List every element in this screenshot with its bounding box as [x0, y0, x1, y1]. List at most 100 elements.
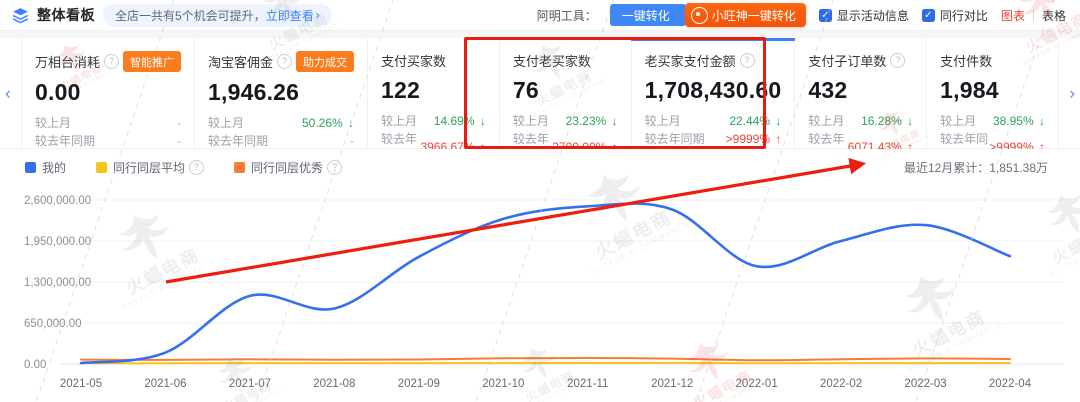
one-key-convert-button[interactable]: 一键转化 [609, 4, 686, 26]
metric-value: 432 [808, 77, 848, 103]
help-icon[interactable]: ? [890, 53, 906, 68]
arrow-up-icon: ↑ [907, 140, 914, 155]
x-axis-label: 2021-11 [567, 378, 608, 390]
metric-title: 支付老买家数 [512, 54, 591, 69]
x-axis-label: 2021-09 [398, 378, 440, 390]
compare-label: 较上月 [512, 114, 549, 128]
chart-section: 我的 同行同层平均 ? 同行同层优秀 ? 最近12月累计：1,851.38万 0… [0, 149, 1080, 402]
metric-card[interactable]: 支付子订单数 ? 432 较上月 16.28% ↓ 较去年同期 6071.43%… [795, 38, 928, 163]
x-axis-label: 2022-04 [989, 378, 1032, 390]
peer-compare-checkbox[interactable]: ✓ 同行对比 [921, 7, 988, 24]
xiaowangshen-label: 小旺神一键转化 [711, 8, 796, 23]
x-axis-label: 2022-01 [736, 378, 778, 390]
metric-card[interactable]: 支付老买家数 76 较上月 23.23% ↓ 较去年同期 3700.00% ↑ [500, 38, 632, 163]
show-activity-checkbox[interactable]: ✓ 显示活动信息 [818, 7, 909, 24]
check-icon: ✓ [921, 8, 935, 22]
y-axis-label: 650,000.00 [24, 318, 82, 330]
arrow-down-icon: ↓ [775, 114, 782, 128]
trailing-12m-total: 最近12月累计：1,851.38万 [903, 161, 1048, 175]
metric-card[interactable]: 支付买家数 122 较上月 14.69% ↓ 较去年同期 3966.67% ↑ [368, 38, 500, 163]
metric-card[interactable]: 万相台消耗 ? 智能推广 0.00 较上月 - 较去年同期 - [21, 38, 196, 148]
view-now-link[interactable]: 立即查看 [265, 8, 314, 23]
compare-label: 较上月 [808, 114, 845, 128]
compare-label: 较上月 [381, 114, 418, 128]
metric-value: 1,946.26 [208, 79, 300, 105]
y-axis-label: 0.00 [24, 359, 46, 371]
carousel-prev-button[interactable]: ‹ [5, 83, 11, 103]
compare-value: 50.26% ↓ [301, 116, 355, 130]
y-axis-label: 1,950,000.00 [24, 236, 91, 248]
compare-value: - [177, 133, 182, 148]
compare-label: 较去年同期 [208, 133, 269, 148]
arrow-down-icon: ↓ [907, 114, 914, 128]
view-toggle-separator: | [1031, 8, 1035, 22]
x-axis-label: 2021-10 [482, 378, 524, 390]
metric-card[interactable]: 支付件数 1,984 较上月 38.95% ↓ 较去年同期 >9999% ↑ [927, 38, 1059, 163]
compare-label: 较去年同期 [35, 133, 96, 148]
section-divider [0, 31, 1080, 38]
x-axis-label: 2021-07 [229, 378, 271, 390]
compare-label: 较上月 [644, 114, 681, 128]
arrow-down-icon: ↓ [1038, 114, 1045, 128]
arrow-down-icon: ↓ [479, 114, 486, 128]
x-axis-label: 2022-03 [904, 378, 946, 390]
metric-value: 1,708,430.60 [644, 77, 782, 103]
metric-title: 支付子订单数 [808, 54, 887, 69]
metric-value: 0.00 [35, 79, 81, 105]
legend-item[interactable]: 我的 [25, 159, 66, 176]
compare-value: 22.44% ↓ [729, 114, 782, 128]
chevron-right-icon: › [315, 8, 320, 22]
series-line-我的 [79, 202, 1012, 365]
compare-value: 16.28% ↓ [861, 114, 914, 128]
series-line-同行同层优秀 [80, 357, 1011, 362]
compare-label: 较上月 [35, 116, 72, 130]
layers-icon [12, 7, 29, 23]
arrow-down-icon: ↓ [611, 114, 618, 128]
metric-card[interactable]: 老买家支付金额 ? 1,708,430.60 较上月 22.44% ↓ 较去年同… [630, 38, 796, 148]
legend-swatch [234, 162, 246, 173]
help-icon[interactable]: ? [739, 53, 755, 68]
legend-item[interactable]: 同行同层优秀 ? [234, 159, 343, 176]
compare-label: 较上月 [940, 114, 977, 128]
view-toggle-table[interactable]: 表格 [1041, 8, 1066, 23]
help-icon[interactable]: ? [327, 160, 343, 175]
metric-card[interactable]: 淘宝客佣金 ? 助力成交 1,946.26 较上月 50.26% ↓ 较去年同期… [195, 38, 369, 148]
help-icon[interactable]: ? [104, 54, 120, 69]
legend-label: 我的 [42, 161, 67, 175]
legend-label: 同行同层优秀 [251, 161, 324, 175]
carousel-next-button[interactable]: › [1069, 83, 1075, 103]
help-icon[interactable]: ? [189, 160, 205, 175]
arrow-up-icon: ↑ [775, 131, 782, 146]
cards-track: 万相台消耗 ? 智能推广 0.00 较上月 - 较去年同期 - 淘宝客佣金 ? … [21, 38, 1059, 163]
compare-value: 23.23% ↓ [565, 114, 618, 128]
opportunity-pill: 全店一共有5个机会可提升， 立即查看 › [103, 3, 332, 27]
metric-value: 76 [512, 77, 539, 103]
metric-badge: 智能推广 [123, 51, 182, 72]
metric-title: 万相台消耗 [35, 55, 101, 70]
arrow-down-icon: ↓ [348, 116, 355, 130]
compare-value: - [350, 133, 355, 148]
peer-compare-label: 同行对比 [939, 8, 988, 23]
help-icon[interactable]: ? [277, 54, 293, 69]
metric-value: 1,984 [940, 77, 999, 103]
metric-cards-row: ‹ 万相台消耗 ? 智能推广 0.00 较上月 - 较去年同期 - 淘宝客佣金 … [0, 38, 1080, 163]
page-title: 整体看板 [37, 7, 95, 23]
xiaowangshen-icon [690, 6, 708, 24]
metric-value: 122 [381, 77, 421, 103]
check-icon: ✓ [818, 8, 832, 22]
compare-value: - [177, 116, 182, 130]
y-axis-label: 1,300,000.00 [24, 277, 91, 289]
x-axis-label: 2022-02 [820, 378, 862, 390]
x-axis-label: 2021-05 [60, 378, 102, 390]
legend-item[interactable]: 同行同层平均 ? [96, 159, 205, 176]
x-axis-label: 2021-08 [313, 378, 355, 390]
opportunity-text: 全店一共有5个机会可提升， [115, 8, 266, 23]
view-toggle-chart[interactable]: 图表 [1000, 8, 1025, 23]
legend-swatch [96, 162, 108, 173]
compare-value: 38.95% ↓ [992, 114, 1045, 128]
metric-badge: 助力成交 [296, 51, 355, 72]
x-axis-label: 2021-12 [651, 378, 693, 390]
xiaowangshen-convert-button[interactable]: 小旺神一键转化 [684, 3, 806, 27]
compare-value: 14.69% ↓ [433, 114, 486, 128]
top-bar: 整体看板 全店一共有5个机会可提升， 立即查看 › 阿明工具： 一键转化 小旺神… [0, 0, 1080, 31]
